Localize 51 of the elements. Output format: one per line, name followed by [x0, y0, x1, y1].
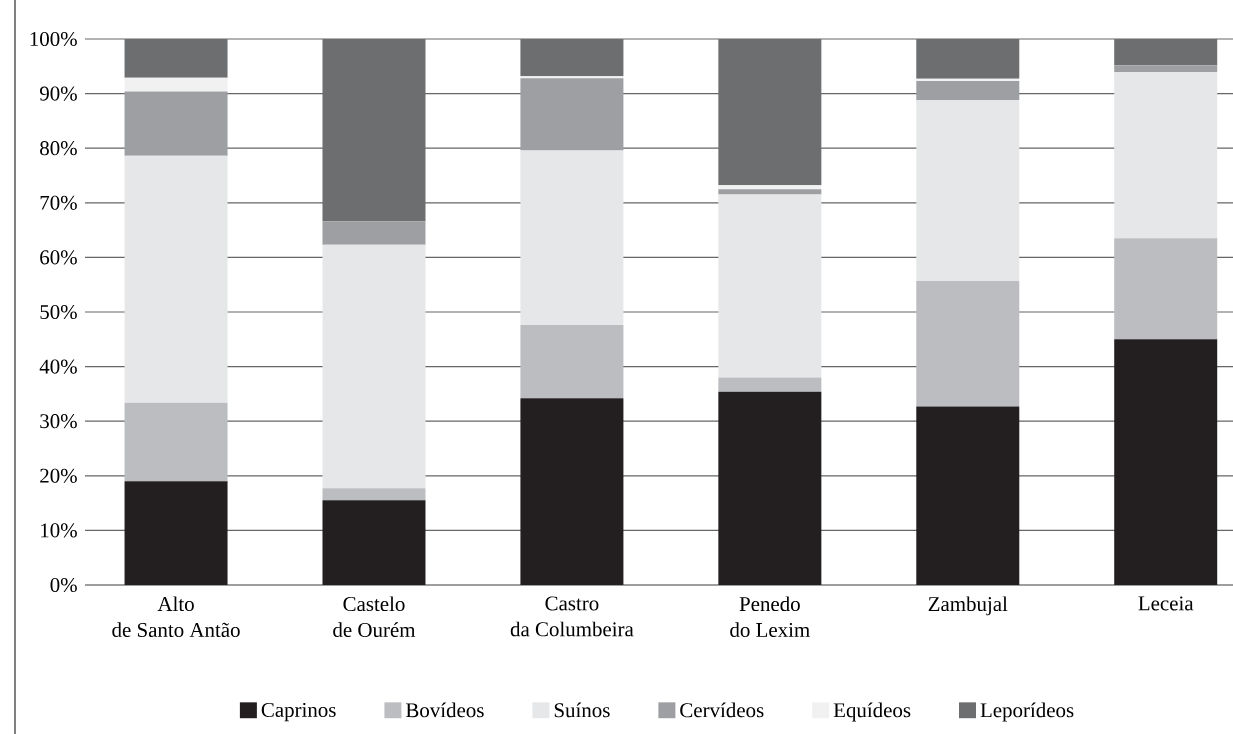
bar — [916, 280, 1020, 407]
x-tick-label: Penedo do Lexim — [730, 596, 810, 638]
x-tick-label: Alto de Santo Antão — [112, 596, 240, 638]
bar — [322, 221, 426, 245]
legend-label: Leporídeos — [980, 702, 1074, 722]
bar — [124, 155, 228, 403]
legend-label: Caprinos — [261, 702, 336, 722]
bar — [718, 194, 822, 378]
bar — [520, 398, 624, 585]
legend-label: Bovídeos — [405, 702, 484, 718]
bar — [916, 100, 1020, 281]
bar — [124, 91, 228, 156]
bar — [1114, 72, 1218, 239]
bar — [718, 391, 822, 585]
bar — [718, 185, 822, 190]
x-tick-label: Zambujal — [928, 596, 1008, 616]
bar — [718, 377, 822, 392]
y-tick-label: 40% — [39, 359, 77, 374]
bar — [916, 78, 1020, 82]
bar — [1114, 339, 1218, 585]
y-tick-label: 50% — [40, 304, 77, 320]
bar — [520, 150, 624, 326]
bar — [124, 481, 228, 585]
bar — [322, 500, 426, 585]
bar — [520, 325, 624, 399]
bar — [124, 77, 228, 92]
bar — [916, 81, 1020, 101]
legend-label: Cervídeos — [680, 702, 764, 718]
y-tick-label: 80% — [40, 141, 77, 156]
y-tick-label: 20% — [40, 468, 77, 483]
legend-label: Equídeos — [833, 702, 911, 722]
y-tick-label: 30% — [40, 414, 77, 429]
bar — [1114, 65, 1218, 73]
bar — [520, 76, 624, 79]
bar — [322, 244, 426, 489]
bar — [916, 406, 1020, 585]
y-tick-label: 10% — [41, 523, 77, 538]
bar — [520, 78, 624, 151]
x-tick-label: Leceia — [1138, 596, 1194, 611]
bar — [124, 402, 228, 482]
y-tick-label: 100% — [30, 31, 77, 47]
x-tick-label: Castelo de Ourém — [333, 596, 416, 638]
y-tick-label: 60% — [40, 250, 77, 265]
y-tick-label: 90% — [39, 86, 77, 101]
y-tick-label: 0% — [50, 577, 77, 593]
legend-label: Suínos — [554, 702, 610, 718]
y-tick-label: 70% — [40, 195, 77, 210]
bar — [1114, 238, 1218, 340]
x-tick-label: Castro da Columbeira — [510, 596, 634, 637]
bar — [718, 189, 822, 195]
bar — [322, 488, 426, 501]
